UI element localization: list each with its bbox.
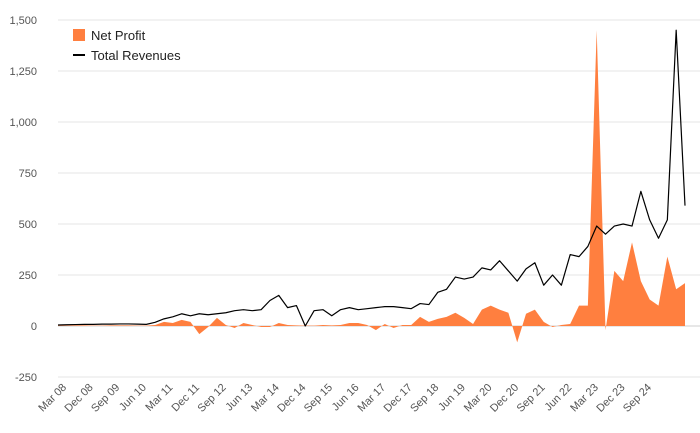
x-tick-label: Mar 08 [36, 382, 69, 415]
x-tick-label: Dec 17 [382, 382, 415, 415]
x-tick-label: Sep 09 [89, 382, 122, 415]
y-tick-label: 1,000 [9, 117, 37, 129]
x-tick-label: Mar 17 [356, 382, 389, 415]
total-revenues-line [57, 29, 686, 327]
x-tick-label: Sep 12 [196, 382, 229, 415]
x-tick-label: Jun 22 [543, 382, 575, 414]
series-total-revenues [57, 29, 686, 327]
legend-label-net-profit: Net Profit [91, 28, 146, 43]
x-tick-label: Sep 24 [621, 382, 654, 415]
x-tick-label: Sep 21 [515, 382, 548, 415]
x-tick-label: Jun 13 [223, 382, 255, 414]
x-tick-label: Sep 15 [302, 382, 335, 415]
series-net-profit [58, 30, 685, 343]
legend: Net Profit Total Revenues [73, 28, 181, 63]
y-tick-label: 1,500 [9, 15, 37, 27]
x-tick-label: Dec 23 [594, 382, 627, 415]
legend-swatch-net-profit [73, 29, 85, 41]
x-tick-label: Jun 10 [117, 382, 149, 414]
y-tick-label: 250 [19, 270, 37, 282]
x-tick-label: Dec 08 [63, 382, 96, 415]
y-tick-label: 1,250 [9, 66, 37, 78]
x-tick-label: Mar 20 [462, 382, 495, 415]
x-tick-label: Mar 23 [568, 382, 601, 415]
y-tick-label: 750 [19, 168, 37, 180]
x-tick-label: Dec 14 [275, 382, 308, 415]
x-tick-label: Mar 11 [143, 382, 175, 414]
y-tick-label: 500 [19, 219, 37, 231]
x-tick-label: Jun 19 [436, 382, 468, 414]
x-tick-label: Sep 18 [408, 382, 441, 415]
net-profit-area [58, 30, 685, 343]
x-tick-label: Jun 16 [330, 382, 362, 414]
y-tick-label: -250 [15, 372, 37, 384]
x-tick-label: Mar 14 [249, 382, 282, 415]
x-tick-label: Dec 20 [488, 382, 521, 415]
y-tick-label: 0 [31, 321, 37, 333]
legend-label-total-revenues: Total Revenues [91, 48, 181, 63]
y-axis-ticks: -250 0 250 500 750 1,000 1,250 1,500 [9, 15, 37, 384]
